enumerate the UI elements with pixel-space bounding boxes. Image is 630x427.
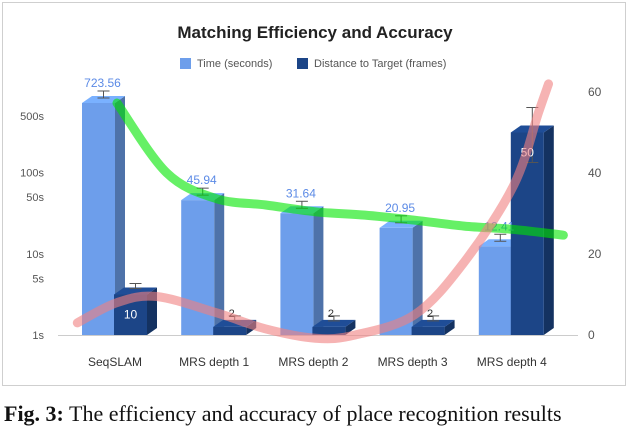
bar-distance-top	[411, 319, 455, 327]
error-bar-distance	[327, 315, 340, 322]
bar-distance-top	[312, 319, 356, 327]
bar-distance-front	[213, 326, 247, 335]
x-tick-label: MRS depth 2	[278, 355, 348, 369]
y-left-tick-label: 5s	[32, 273, 44, 285]
legend-label-time: Time (seconds)	[197, 58, 272, 70]
bar-time-front	[280, 213, 314, 335]
bar-time-side	[313, 206, 324, 335]
bar-distance-front	[312, 326, 346, 335]
legend-swatch-distance	[297, 58, 308, 69]
data-label-distance: 10	[124, 308, 138, 322]
data-label-distance: 2	[427, 308, 433, 320]
y-left-tick-label: 10s	[26, 249, 44, 261]
x-tick-label: MRS depth 4	[477, 355, 547, 369]
bar-distance-front	[411, 326, 445, 335]
x-tick-label: MRS depth 1	[179, 355, 249, 369]
bar-distance	[411, 319, 455, 335]
legend-swatch-time	[180, 58, 191, 69]
caption-text: The efficiency and accuracy of place rec…	[69, 401, 562, 426]
error-bar-distance	[427, 315, 440, 322]
bar-time	[82, 96, 125, 335]
error-bar-time	[494, 233, 507, 242]
legend-label-distance: Distance to Target (frames)	[314, 58, 446, 70]
y-left-tick-label: 50s	[26, 192, 44, 204]
bar-distance-side	[444, 319, 455, 335]
data-label-time: 31.64	[286, 186, 316, 200]
bar-time	[280, 206, 324, 335]
y-right-tick-label: 0	[588, 328, 595, 342]
trend-line-distance	[72, 79, 554, 344]
data-label-distance: 2	[328, 308, 334, 320]
error-bar-time	[97, 90, 110, 99]
y-left-tick-label: 500s	[20, 111, 44, 123]
chart-title: Matching Efficiency and Accuracy	[177, 23, 453, 42]
y-left-tick-label: 100s	[20, 168, 44, 180]
y-right-tick-label: 20	[588, 247, 602, 261]
chart-canvas: Matching Efficiency and Accuracy Time (se…	[20, 23, 602, 369]
x-tick-label: MRS depth 3	[378, 355, 448, 369]
data-label-time: 20.95	[385, 201, 415, 215]
x-tick-label: SeqSLAM	[88, 355, 142, 369]
y-right-tick-label: 60	[588, 85, 602, 99]
y-right-tick-label: 40	[588, 166, 602, 180]
y-left-tick-label: 1s	[32, 330, 44, 342]
bar-time-side	[214, 193, 225, 335]
bar-time-side	[115, 96, 125, 335]
error-bar-distance	[129, 283, 142, 289]
bar-distance	[312, 319, 356, 335]
data-label-time: 45.94	[187, 173, 217, 187]
data-label-time: 723.56	[84, 76, 121, 90]
bar-distance-side	[345, 319, 356, 335]
bar-time-front	[82, 103, 115, 335]
figure-caption: Fig. 3: The efficiency and accuracy of p…	[4, 401, 630, 427]
caption-label: Fig. 3:	[4, 401, 64, 426]
bar-time-front	[478, 246, 512, 335]
